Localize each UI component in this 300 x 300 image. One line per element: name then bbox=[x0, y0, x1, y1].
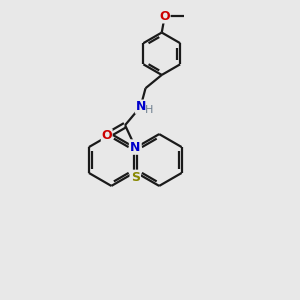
Text: S: S bbox=[131, 171, 140, 184]
Text: O: O bbox=[159, 10, 170, 23]
Text: N: N bbox=[135, 100, 146, 113]
Text: H: H bbox=[145, 105, 153, 115]
Text: N: N bbox=[130, 141, 140, 154]
Text: O: O bbox=[101, 129, 112, 142]
